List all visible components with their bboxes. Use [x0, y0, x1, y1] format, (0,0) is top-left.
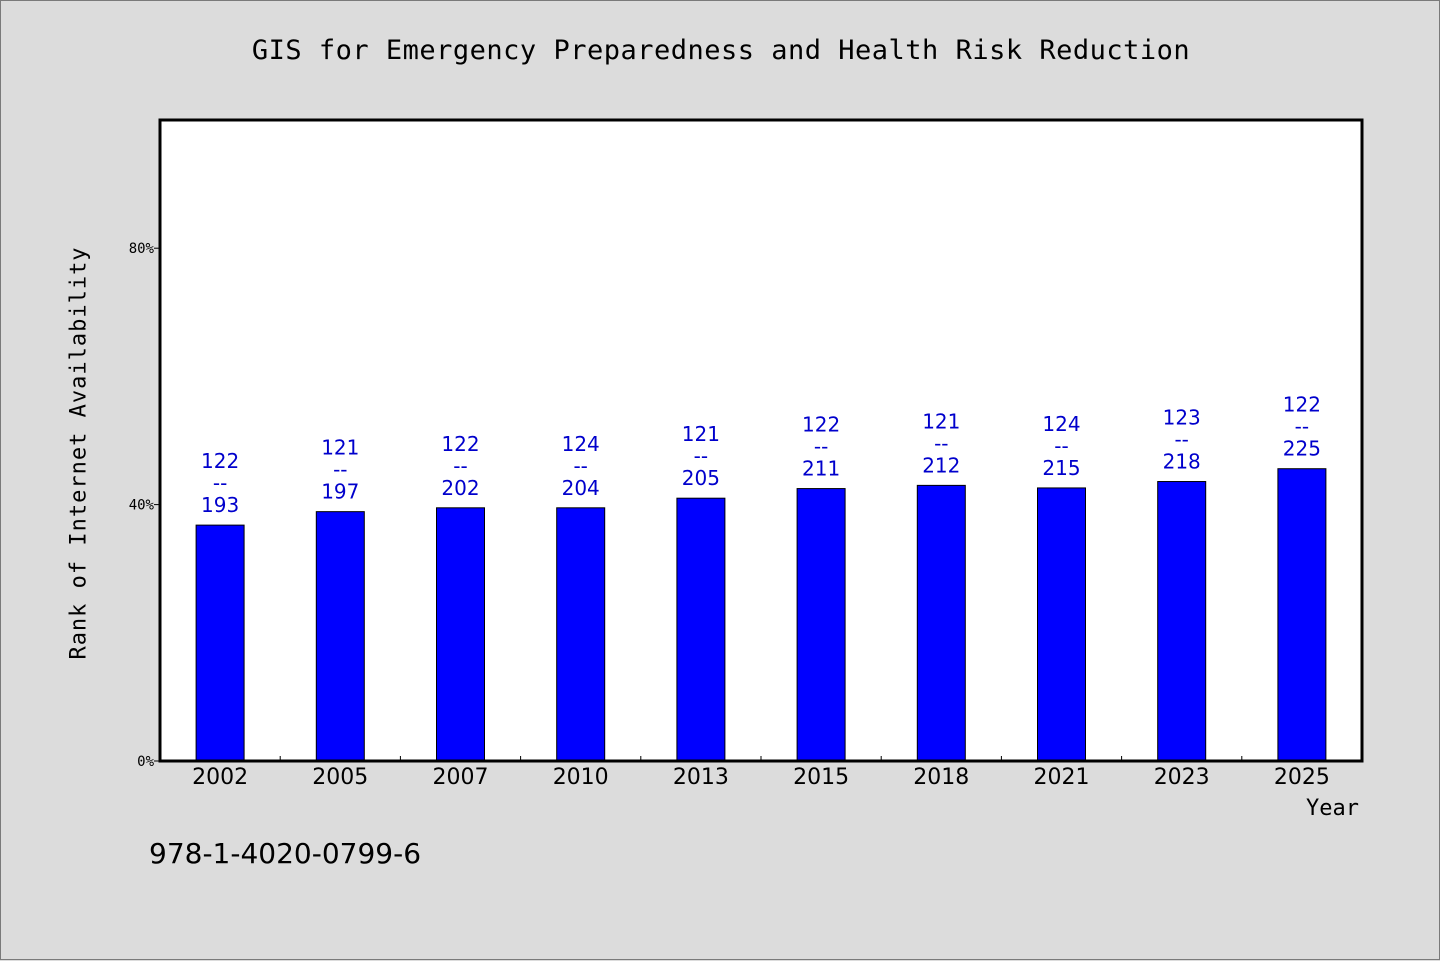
data-label: --: [1054, 434, 1068, 458]
data-label: --: [1295, 415, 1309, 439]
data-label: 121: [321, 436, 359, 460]
isbn-text: 978-1-4020-0799-6: [149, 837, 422, 870]
data-label: 123: [1163, 406, 1201, 430]
data-label: --: [814, 435, 828, 459]
x-tick-label: 2013: [673, 765, 729, 790]
data-label: --: [453, 454, 467, 478]
bar-2021: [1037, 487, 1086, 762]
bar-2023: [1157, 481, 1207, 762]
data-label: --: [333, 458, 347, 482]
x-tick-label: 2007: [433, 765, 489, 790]
chart-title: GIS for Emergency Preparedness and Healt…: [251, 35, 1191, 66]
data-label: 211: [802, 457, 840, 481]
data-label: 197: [321, 480, 359, 504]
data-label: 193: [201, 493, 239, 517]
data-label: 212: [922, 453, 960, 477]
bar-2015: [796, 488, 846, 762]
data-label: --: [573, 454, 587, 478]
x-tick-label: 2002: [192, 765, 248, 790]
data-label: 124: [1042, 412, 1080, 436]
bar-2002: [195, 524, 245, 762]
x-tick-label: 2015: [793, 765, 849, 790]
y-tick-label: 40%: [129, 498, 155, 514]
data-label: --: [1174, 428, 1188, 452]
bar-2007: [436, 507, 485, 762]
data-label: --: [694, 444, 708, 468]
data-label: 121: [682, 422, 720, 446]
data-label: 204: [562, 476, 600, 500]
data-label: 205: [682, 466, 720, 490]
data-label: 215: [1042, 456, 1080, 480]
x-tick-label: 2005: [312, 765, 368, 790]
data-label: --: [213, 471, 227, 495]
data-label: 218: [1163, 450, 1201, 474]
x-tick-label: 2018: [913, 765, 969, 790]
data-label: 122: [201, 449, 239, 473]
bar-2013: [676, 497, 726, 762]
x-tick-label: 2010: [553, 765, 609, 790]
data-label: 122: [441, 432, 479, 456]
bar-2025: [1277, 468, 1327, 762]
data-label: 122: [1283, 393, 1321, 417]
data-label: 124: [562, 432, 600, 456]
x-axis-label: Year: [1306, 796, 1359, 821]
y-tick-label: 0%: [137, 754, 154, 770]
plot-border: [158, 118, 1364, 763]
x-tick-label: 2021: [1034, 765, 1090, 790]
y-tick-label: 80%: [129, 241, 155, 257]
data-label: 122: [802, 413, 840, 437]
bar-2005: [315, 511, 365, 762]
x-tick-label: 2025: [1274, 765, 1330, 790]
bar-2010: [556, 507, 606, 762]
data-label: --: [934, 431, 948, 455]
data-label: 225: [1283, 437, 1321, 461]
data-label: 202: [441, 476, 479, 500]
x-tick-label: 2023: [1154, 765, 1210, 790]
bar-2018: [916, 484, 966, 762]
data-label: 121: [922, 409, 960, 433]
